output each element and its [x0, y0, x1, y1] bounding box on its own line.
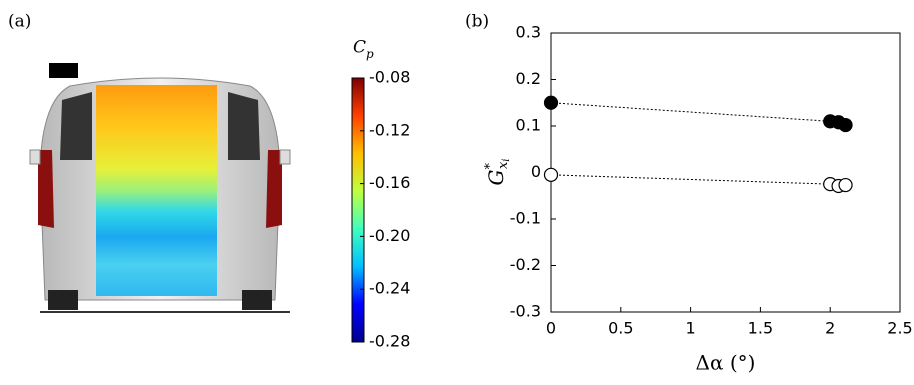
- panel-label: (a): [8, 12, 31, 32]
- colorbar-tick-label: -0.28: [369, 332, 410, 351]
- y-label-sub: x: [496, 161, 511, 169]
- colorbar: -0.08 -0.12 -0.16 -0.20 -0.24 -0.28 Cp: [351, 38, 410, 351]
- panel-label: (b): [465, 12, 489, 32]
- y-label-base: G: [484, 170, 508, 186]
- y-label-sup: *: [483, 163, 498, 170]
- y-tick-label: 0: [531, 162, 541, 181]
- y-tick-label: 0.3: [516, 23, 541, 42]
- y-tick-label: -0.1: [510, 209, 541, 228]
- connector-line: [550, 102, 846, 126]
- y-tick-label: 0.2: [516, 69, 541, 88]
- plot-frame: [550, 32, 901, 313]
- x-axis-label: Δα (°): [696, 351, 756, 375]
- data-point: [838, 117, 853, 133]
- y-label-subsub: i: [501, 158, 512, 161]
- y-tick-label: -0.2: [510, 255, 541, 274]
- colorbar-tick-label: -0.24: [369, 279, 410, 298]
- y-tick-label: 0.1: [516, 116, 541, 135]
- y-axis-label: G*xi: [483, 158, 512, 185]
- data-point: [543, 167, 559, 182]
- data-point: [838, 177, 853, 193]
- x-tick-label: 2: [825, 319, 835, 338]
- colorbar-tick-label: -0.20: [369, 226, 410, 245]
- x-tick-label: 0: [546, 319, 556, 338]
- colorbar-tick-label: -0.08: [369, 68, 410, 87]
- colorbar-tick-label: -0.16: [369, 173, 410, 192]
- van-illustration: [29, 63, 291, 313]
- x-tick-label: 2.5: [887, 319, 912, 338]
- x-tick-label: 1: [686, 319, 696, 338]
- x-tick-label: 1.5: [748, 319, 773, 338]
- y-tick-label: -0.3: [510, 302, 541, 321]
- chart: (b) -0.3 -0.2 -0.1 0 0.1 0.2 0.3 0 0.5 1 1.5 2 2.5 Δα …: [465, 12, 913, 375]
- colorbar-bar: [351, 77, 365, 343]
- data-point: [543, 95, 559, 110]
- colorbar-label-sub: p: [366, 47, 374, 61]
- colorbar-tick-label: -0.12: [369, 120, 410, 139]
- colorbar-label: Cp: [353, 38, 374, 61]
- connector-line: [550, 174, 846, 187]
- x-tick-label: 0.5: [608, 319, 633, 338]
